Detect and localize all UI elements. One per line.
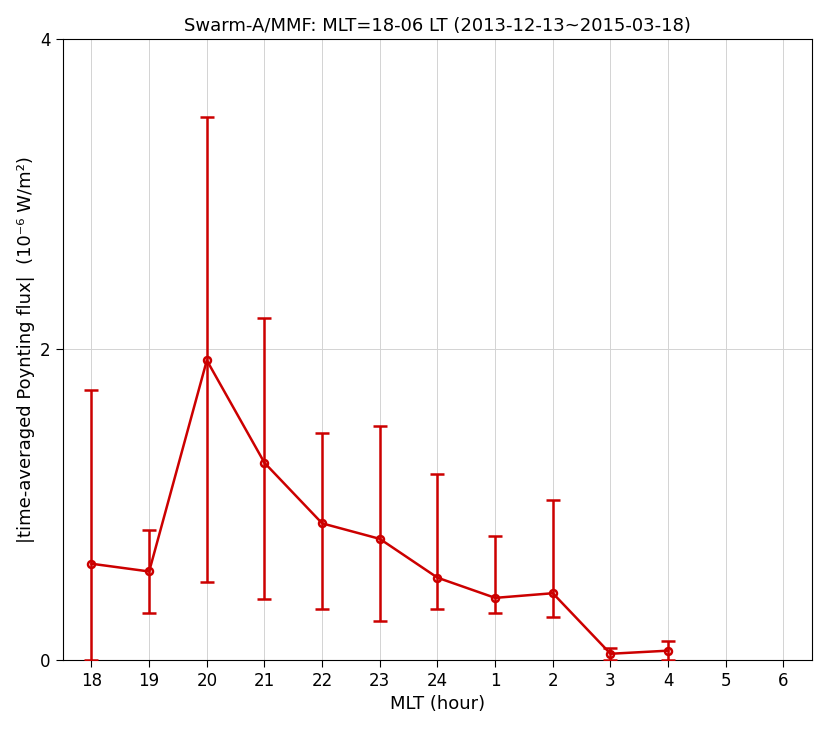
- Title: Swarm-A/MMF: MLT=18-06 LT (2013-12-13~2015-03-18): Swarm-A/MMF: MLT=18-06 LT (2013-12-13~20…: [184, 17, 690, 34]
- Y-axis label: |time-averaged Poynting flux|  (10⁻⁶ W/m²): |time-averaged Poynting flux| (10⁻⁶ W/m²…: [17, 156, 35, 543]
- X-axis label: MLT (hour): MLT (hour): [389, 696, 484, 713]
